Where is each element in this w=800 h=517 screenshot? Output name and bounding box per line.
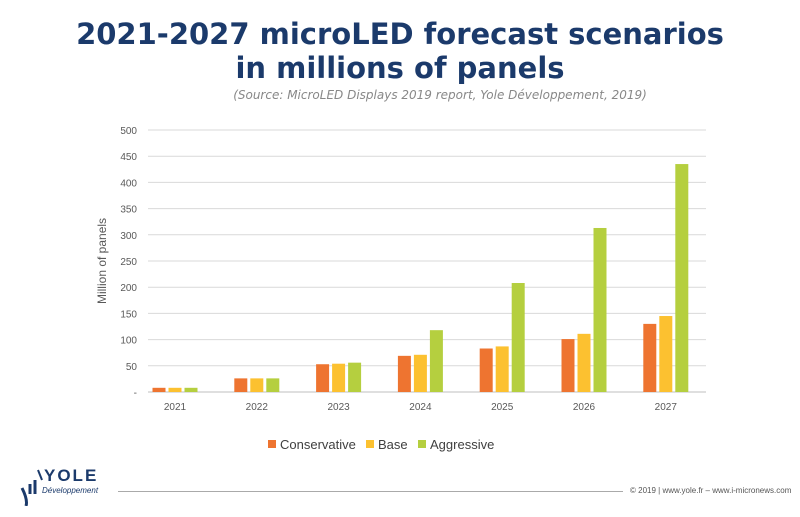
chart-source: (Source: MicroLED Displays 2019 report, … <box>233 88 647 102</box>
y-tick-label: 400 <box>120 178 137 189</box>
legend-label-base: Base <box>378 437 408 452</box>
yole-logo-icon <box>20 469 43 506</box>
bar-conservative-2023 <box>316 364 330 392</box>
y-tick-label: - <box>134 388 137 399</box>
legend-label-conservative: Conservative <box>280 437 356 452</box>
footer-copyright: © 2019 | www.yole.fr – www.i-micronews.c… <box>630 486 792 495</box>
y-tick-label: 250 <box>120 257 137 268</box>
bar-base-2023 <box>332 363 346 392</box>
bar-base-2027 <box>659 316 673 392</box>
bar-conservative-2024 <box>397 355 411 392</box>
bar-conservative-2025 <box>479 348 493 392</box>
bar-base-2026 <box>577 333 591 392</box>
bar-base-2025 <box>495 346 509 392</box>
bar-conservative-2022 <box>234 378 248 392</box>
x-tick-label: 2021 <box>164 402 187 413</box>
bar-aggressive-2021 <box>184 387 198 392</box>
y-tick-label: 500 <box>120 126 137 137</box>
y-tick-label: 50 <box>126 362 138 373</box>
y-tick-label: 100 <box>120 336 137 347</box>
x-tick-label: 2026 <box>573 402 596 413</box>
x-tick-label: 2024 <box>409 402 432 413</box>
bar-aggressive-2026 <box>593 227 607 392</box>
y-tick-label: 300 <box>120 231 137 242</box>
bar-aggressive-2027 <box>675 164 689 392</box>
chart-subtitle: in millions of panels <box>235 51 565 85</box>
logo-name: YOLE <box>44 466 99 485</box>
bar-aggressive-2023 <box>348 362 362 392</box>
y-tick-label: 200 <box>120 283 137 294</box>
bar-conservative-2027 <box>643 323 657 392</box>
bar-aggressive-2025 <box>511 283 525 392</box>
y-axis-label: Million of panels <box>95 218 109 304</box>
y-tick-label: 150 <box>120 309 137 320</box>
bar-base-2024 <box>413 354 427 392</box>
legend-swatch-aggressive <box>418 440 426 448</box>
legend-label-aggressive: Aggressive <box>430 437 494 452</box>
bar-conservative-2026 <box>561 339 575 392</box>
y-tick-label: 350 <box>120 205 137 216</box>
bar-conservative-2021 <box>152 387 166 392</box>
y-tick-label: 450 <box>120 152 137 163</box>
footer-divider <box>118 491 623 492</box>
legend-swatch-base <box>366 440 374 448</box>
x-tick-label: 2022 <box>246 402 269 413</box>
bar-base-2022 <box>250 378 264 392</box>
x-tick-label: 2023 <box>327 402 350 413</box>
legend-swatch-conservative <box>268 440 276 448</box>
bar-aggressive-2024 <box>429 330 443 392</box>
bar-base-2021 <box>168 387 182 392</box>
x-tick-label: 2025 <box>491 402 514 413</box>
x-tick-label: 2027 <box>655 402 678 413</box>
bar-aggressive-2022 <box>266 378 280 392</box>
logo-subtitle: Développement <box>42 486 99 495</box>
chart-title: 2021-2027 microLED forecast scenarios <box>76 17 724 51</box>
